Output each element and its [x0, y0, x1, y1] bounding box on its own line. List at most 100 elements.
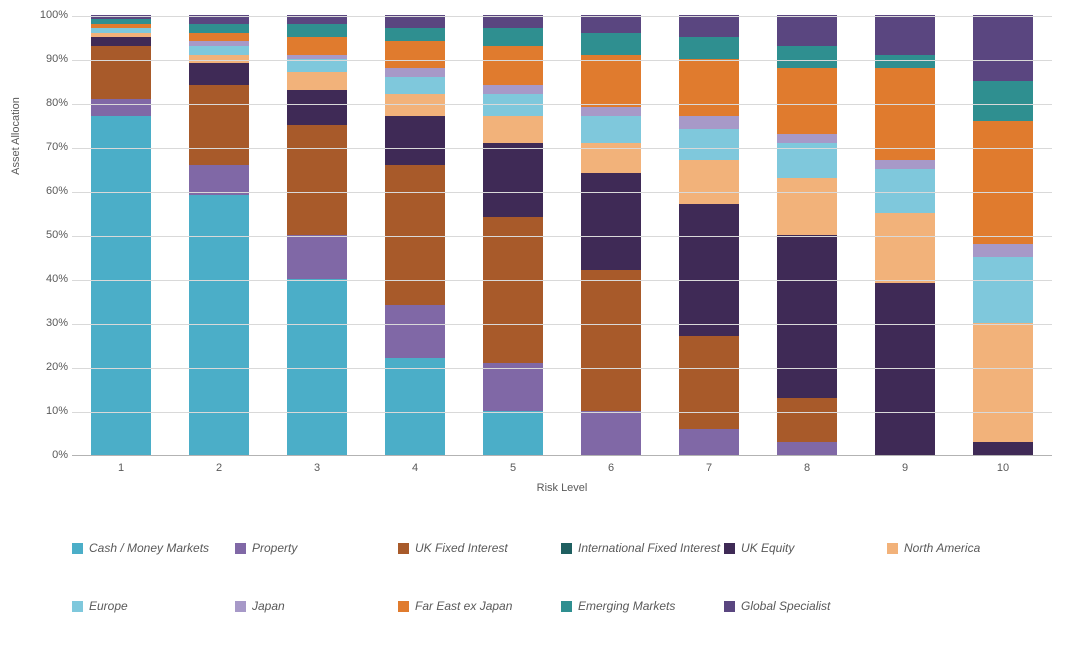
bar-segment-global: [973, 15, 1034, 81]
bar-segment-europe: [973, 257, 1034, 323]
x-tick-label: 1: [91, 462, 151, 474]
bar-segment-uk_equity: [875, 283, 936, 455]
bar-column: [189, 15, 250, 455]
bar-segment-uk_equity: [483, 143, 544, 218]
bar-segment-fe_exjp: [679, 59, 740, 116]
legend-label: Global Specialist: [741, 599, 830, 613]
bar-segment-n_america: [777, 178, 838, 235]
bar-segment-japan: [189, 41, 250, 45]
legend-item-uk_equity[interactable]: UK Equity: [724, 538, 887, 558]
bar-segment-europe: [875, 169, 936, 213]
legend-item-uk_fixed[interactable]: UK Fixed Interest: [398, 538, 561, 558]
x-tick-label: 2: [189, 462, 249, 474]
bar-segment-fe_exjp: [483, 46, 544, 86]
legend-item-cash[interactable]: Cash / Money Markets: [72, 538, 235, 558]
legend: Cash / Money Markets Property UK Fixed Int…: [72, 524, 1052, 616]
bar-segment-japan: [581, 107, 642, 116]
grid-line: [72, 60, 1052, 61]
bar-segment-uk_fixed: [483, 217, 544, 362]
bar-segment-property: [385, 305, 446, 358]
bar-segment-global: [581, 15, 642, 33]
bar-segment-uk_equity: [581, 173, 642, 270]
bar-segment-fe_exjp: [777, 68, 838, 134]
bar-segment-europe: [483, 94, 544, 116]
x-tick-label: 8: [777, 462, 837, 474]
bar-segment-fe_exjp: [287, 37, 348, 55]
bar-segment-cash: [287, 279, 348, 455]
y-tick-label: 90%: [38, 53, 68, 65]
bar-segment-japan: [287, 55, 348, 59]
legend-swatch: [561, 601, 572, 612]
bar-segment-uk_fixed: [581, 270, 642, 411]
bar-column: [875, 15, 936, 455]
legend-swatch: [72, 543, 83, 554]
x-tick-label: 10: [973, 462, 1033, 474]
legend-swatch: [398, 543, 409, 554]
bar-segment-emerging: [875, 55, 936, 68]
grid-line: [72, 412, 1052, 413]
grid-line: [72, 236, 1052, 237]
x-axis-label: Risk Level: [72, 482, 1052, 494]
bar-segment-n_america: [287, 72, 348, 90]
bar-segment-uk_fixed: [287, 125, 348, 235]
bar-segment-cash: [483, 411, 544, 455]
grid-line: [72, 192, 1052, 193]
plot-area: [72, 16, 1052, 456]
x-tick-label: 9: [875, 462, 935, 474]
bar-segment-n_america: [91, 33, 152, 37]
y-tick-label: 100%: [38, 9, 68, 21]
bar-segment-europe: [385, 77, 446, 95]
bar-segment-global: [777, 15, 838, 46]
legend-item-emerging[interactable]: Emerging Markets: [561, 596, 724, 616]
y-tick-label: 30%: [38, 317, 68, 329]
bar-segment-fe_exjp: [385, 41, 446, 67]
legend-item-fe_exjp[interactable]: Far East ex Japan: [398, 596, 561, 616]
bar-segment-japan: [679, 116, 740, 129]
bar-segment-uk_equity: [91, 37, 152, 46]
grid-line: [72, 280, 1052, 281]
bar-segment-uk_equity: [385, 116, 446, 164]
legend-item-n_america[interactable]: North America: [887, 538, 1050, 558]
legend-item-property[interactable]: Property: [235, 538, 398, 558]
bar-segment-uk_fixed: [777, 398, 838, 442]
grid-line: [72, 16, 1052, 17]
grid-line: [72, 104, 1052, 105]
asset-allocation-chart: Asset Allocation Risk Level Cash / Money…: [0, 0, 1067, 662]
bar-column: [385, 15, 446, 455]
bar-segment-uk_fixed: [189, 85, 250, 164]
bar-segment-n_america: [385, 94, 446, 116]
legend-label: Property: [252, 541, 297, 555]
bar-segment-fe_exjp: [875, 68, 936, 160]
bar-segment-japan: [483, 85, 544, 94]
legend-item-europe[interactable]: Europe: [72, 596, 235, 616]
bar-segment-uk_equity: [777, 235, 838, 398]
bar-segment-cash: [385, 358, 446, 455]
legend-item-global[interactable]: Global Specialist: [724, 596, 887, 616]
legend-label: North America: [904, 541, 980, 555]
bar-segment-europe: [581, 116, 642, 142]
bar-segment-europe: [189, 46, 250, 55]
legend-item-japan[interactable]: Japan: [235, 596, 398, 616]
bar-segment-uk_fixed: [91, 46, 152, 99]
bar-segment-emerging: [679, 37, 740, 59]
bar-segment-emerging: [91, 19, 152, 23]
legend-swatch: [561, 543, 572, 554]
legend-item-intl_fixed[interactable]: International Fixed Interest: [561, 538, 724, 558]
y-tick-label: 80%: [38, 97, 68, 109]
grid-line: [72, 368, 1052, 369]
bar-segment-emerging: [385, 28, 446, 41]
bar-segment-europe: [679, 129, 740, 160]
bar-segment-japan: [777, 134, 838, 143]
legend-swatch: [398, 601, 409, 612]
y-tick-label: 70%: [38, 141, 68, 153]
bar-segment-uk_equity: [287, 90, 348, 125]
grid-line: [72, 148, 1052, 149]
legend-swatch: [724, 543, 735, 554]
x-tick-label: 5: [483, 462, 543, 474]
bar-segment-fe_exjp: [91, 24, 152, 28]
bar-segment-property: [483, 363, 544, 411]
x-tick-label: 6: [581, 462, 641, 474]
bar-column: [777, 15, 838, 455]
bar-segment-n_america: [973, 323, 1034, 442]
bar-segment-emerging: [777, 46, 838, 68]
